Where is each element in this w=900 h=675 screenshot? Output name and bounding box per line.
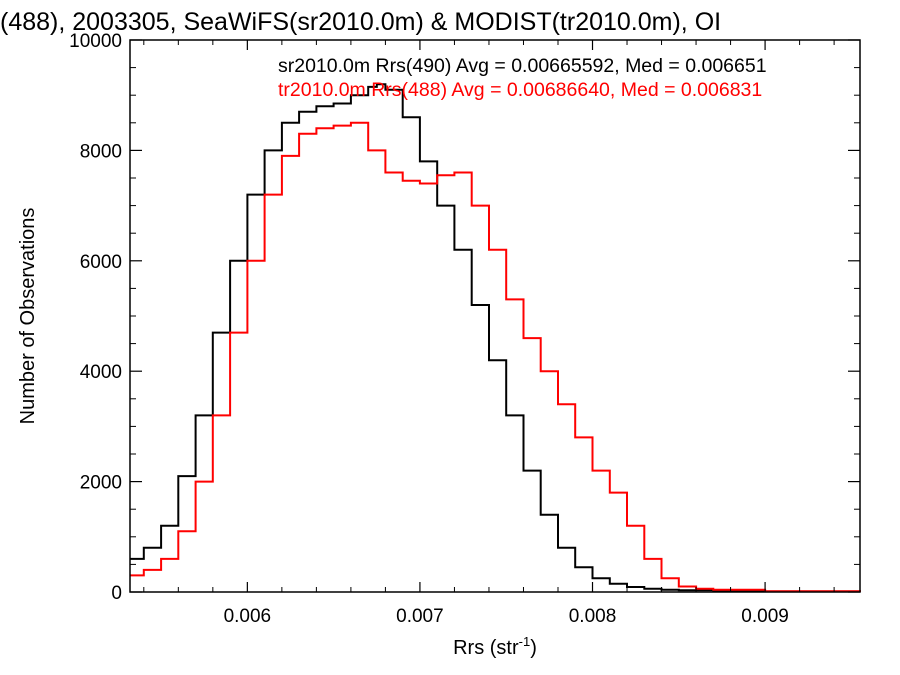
series-line-0 <box>130 83 861 593</box>
x-axis-label-superscript: -1 <box>519 634 531 649</box>
legend-entry-0: sr2010.0m Rrs(490) Avg = 0.00665592, Med… <box>278 55 767 77</box>
y-axis: 0 2000 4000 6000 8000 10000 <box>69 31 860 604</box>
y-axis-label: Number of Observations <box>17 208 39 425</box>
x-tick-label: 0.008 <box>569 606 617 627</box>
x-tick-label: 0.006 <box>224 606 272 627</box>
series-line-1 <box>130 121 861 593</box>
y-tick-label: 4000 <box>80 362 122 383</box>
x-tick-label: 0.009 <box>741 606 789 627</box>
x-tick-label: 0.007 <box>396 606 444 627</box>
x-axis-label-main: Rrs (str <box>453 637 519 659</box>
legend-entry-1: tr2010.0m Rrs(488) Avg = 0.00686640, Med… <box>278 79 762 101</box>
y-tick-label: 0 <box>111 583 122 604</box>
x-axis-label-close: ) <box>530 637 537 659</box>
chart-title: (488), 2003305, SeaWiFS(sr2010.0m) & MOD… <box>0 8 721 36</box>
legend: sr2010.0m Rrs(490) Avg = 0.00665592, Med… <box>278 55 767 101</box>
y-tick-label: 8000 <box>80 141 122 162</box>
y-tick-label: 2000 <box>80 473 122 494</box>
y-tick-label: 10000 <box>69 31 122 52</box>
series-layer <box>130 83 861 593</box>
plot-frame <box>129 39 861 593</box>
x-axis-label: Rrs (str-1) <box>453 634 537 659</box>
y-tick-label: 6000 <box>80 252 122 273</box>
x-axis: 0.006 0.007 0.008 0.009 <box>143 40 835 627</box>
